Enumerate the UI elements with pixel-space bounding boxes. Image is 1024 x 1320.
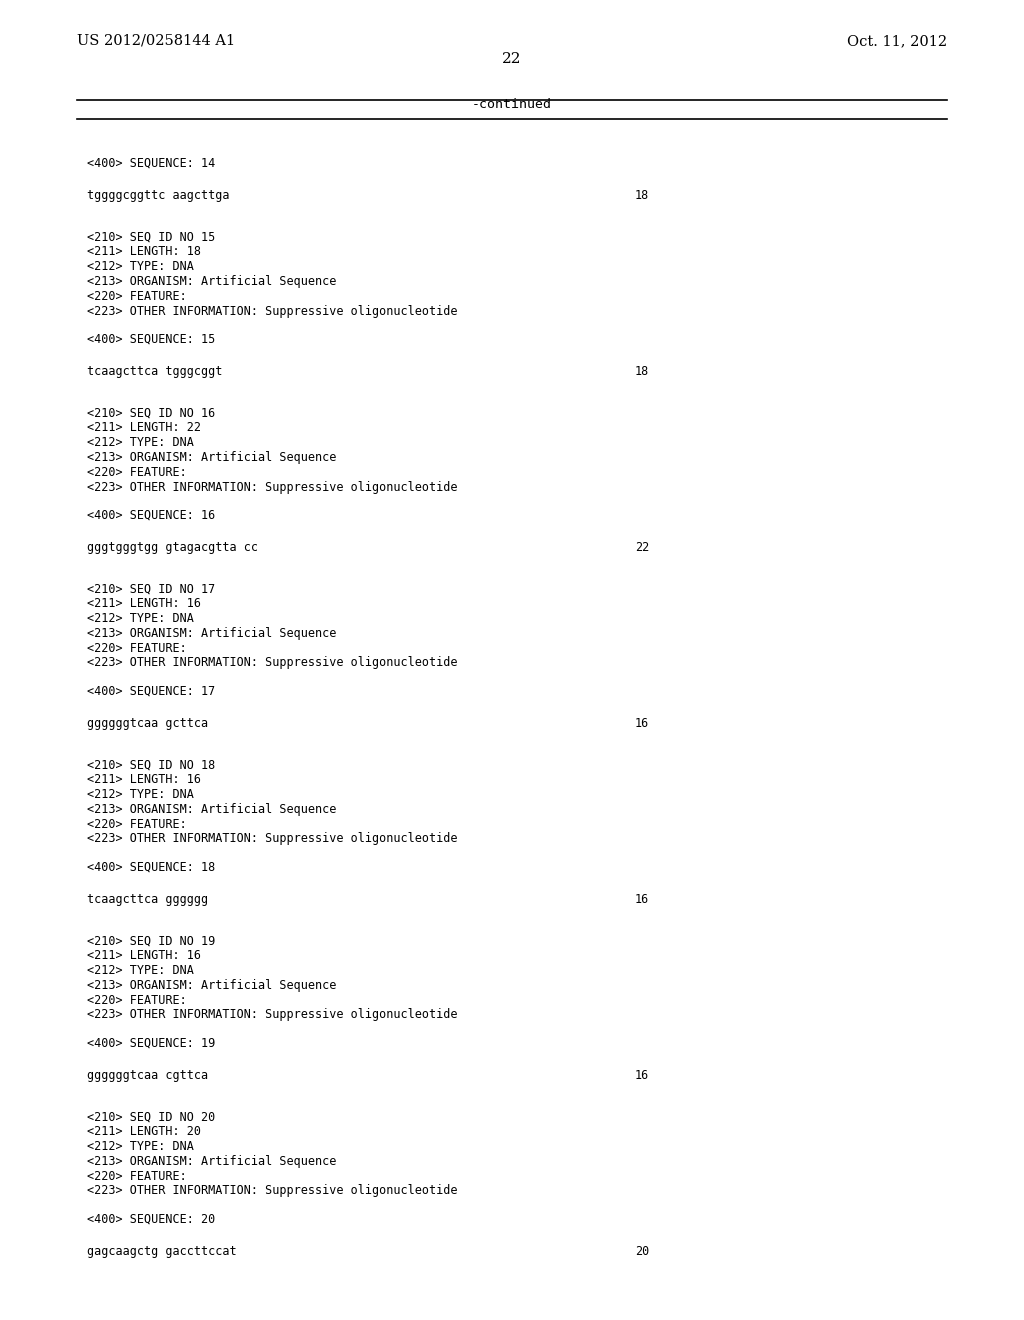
Text: <213> ORGANISM: Artificial Sequence: <213> ORGANISM: Artificial Sequence <box>87 1155 337 1168</box>
Text: <212> TYPE: DNA: <212> TYPE: DNA <box>87 436 194 449</box>
Text: tcaagcttca gggggg: tcaagcttca gggggg <box>87 892 208 906</box>
Text: <212> TYPE: DNA: <212> TYPE: DNA <box>87 1140 194 1152</box>
Text: <212> TYPE: DNA: <212> TYPE: DNA <box>87 788 194 801</box>
Text: <400> SEQUENCE: 16: <400> SEQUENCE: 16 <box>87 508 215 521</box>
Text: ggggggtcaa gcttca: ggggggtcaa gcttca <box>87 717 208 730</box>
Text: <400> SEQUENCE: 14: <400> SEQUENCE: 14 <box>87 156 215 169</box>
Text: <212> TYPE: DNA: <212> TYPE: DNA <box>87 612 194 626</box>
Text: 22: 22 <box>635 541 649 553</box>
Text: <223> OTHER INFORMATION: Suppressive oligonucleotide: <223> OTHER INFORMATION: Suppressive oli… <box>87 480 458 494</box>
Text: tggggcggttc aagcttga: tggggcggttc aagcttga <box>87 189 229 202</box>
Text: <220> FEATURE:: <220> FEATURE: <box>87 290 186 302</box>
Text: <400> SEQUENCE: 15: <400> SEQUENCE: 15 <box>87 333 215 346</box>
Text: 18: 18 <box>635 364 649 378</box>
Text: <210> SEQ ID NO 19: <210> SEQ ID NO 19 <box>87 935 215 948</box>
Text: -continued: -continued <box>472 98 552 111</box>
Text: <400> SEQUENCE: 19: <400> SEQUENCE: 19 <box>87 1036 215 1049</box>
Text: <211> LENGTH: 16: <211> LENGTH: 16 <box>87 949 201 962</box>
Text: 18: 18 <box>635 189 649 202</box>
Text: <213> ORGANISM: Artificial Sequence: <213> ORGANISM: Artificial Sequence <box>87 978 337 991</box>
Text: <220> FEATURE:: <220> FEATURE: <box>87 642 186 655</box>
Text: <212> TYPE: DNA: <212> TYPE: DNA <box>87 964 194 977</box>
Text: 22: 22 <box>502 53 522 66</box>
Text: <223> OTHER INFORMATION: Suppressive oligonucleotide: <223> OTHER INFORMATION: Suppressive oli… <box>87 305 458 318</box>
Text: 16: 16 <box>635 717 649 730</box>
Text: 16: 16 <box>635 892 649 906</box>
Text: <223> OTHER INFORMATION: Suppressive oligonucleotide: <223> OTHER INFORMATION: Suppressive oli… <box>87 1184 458 1197</box>
Text: <211> LENGTH: 22: <211> LENGTH: 22 <box>87 421 201 434</box>
Text: Oct. 11, 2012: Oct. 11, 2012 <box>847 34 947 48</box>
Text: gggtgggtgg gtagacgtta cc: gggtgggtgg gtagacgtta cc <box>87 541 258 553</box>
Text: <220> FEATURE:: <220> FEATURE: <box>87 466 186 479</box>
Text: <400> SEQUENCE: 20: <400> SEQUENCE: 20 <box>87 1212 215 1225</box>
Text: <213> ORGANISM: Artificial Sequence: <213> ORGANISM: Artificial Sequence <box>87 275 337 288</box>
Text: <210> SEQ ID NO 16: <210> SEQ ID NO 16 <box>87 407 215 420</box>
Text: <220> FEATURE:: <220> FEATURE: <box>87 1170 186 1183</box>
Text: gagcaagctg gaccttccat: gagcaagctg gaccttccat <box>87 1245 237 1258</box>
Text: <400> SEQUENCE: 18: <400> SEQUENCE: 18 <box>87 861 215 874</box>
Text: <211> LENGTH: 16: <211> LENGTH: 16 <box>87 774 201 787</box>
Text: ggggggtcaa cgttca: ggggggtcaa cgttca <box>87 1069 208 1081</box>
Text: <400> SEQUENCE: 17: <400> SEQUENCE: 17 <box>87 684 215 697</box>
Text: 20: 20 <box>635 1245 649 1258</box>
Text: <211> LENGTH: 16: <211> LENGTH: 16 <box>87 597 201 610</box>
Text: <223> OTHER INFORMATION: Suppressive oligonucleotide: <223> OTHER INFORMATION: Suppressive oli… <box>87 656 458 669</box>
Text: tcaagcttca tgggcggt: tcaagcttca tgggcggt <box>87 364 222 378</box>
Text: <213> ORGANISM: Artificial Sequence: <213> ORGANISM: Artificial Sequence <box>87 627 337 640</box>
Text: <213> ORGANISM: Artificial Sequence: <213> ORGANISM: Artificial Sequence <box>87 451 337 463</box>
Text: <211> LENGTH: 20: <211> LENGTH: 20 <box>87 1125 201 1138</box>
Text: <210> SEQ ID NO 17: <210> SEQ ID NO 17 <box>87 582 215 595</box>
Text: <223> OTHER INFORMATION: Suppressive oligonucleotide: <223> OTHER INFORMATION: Suppressive oli… <box>87 833 458 845</box>
Text: <210> SEQ ID NO 20: <210> SEQ ID NO 20 <box>87 1110 215 1123</box>
Text: <220> FEATURE:: <220> FEATURE: <box>87 994 186 1007</box>
Text: <223> OTHER INFORMATION: Suppressive oligonucleotide: <223> OTHER INFORMATION: Suppressive oli… <box>87 1008 458 1022</box>
Text: <210> SEQ ID NO 15: <210> SEQ ID NO 15 <box>87 231 215 243</box>
Text: <211> LENGTH: 18: <211> LENGTH: 18 <box>87 246 201 259</box>
Text: <210> SEQ ID NO 18: <210> SEQ ID NO 18 <box>87 759 215 771</box>
Text: US 2012/0258144 A1: US 2012/0258144 A1 <box>77 34 234 48</box>
Text: <213> ORGANISM: Artificial Sequence: <213> ORGANISM: Artificial Sequence <box>87 803 337 816</box>
Text: <212> TYPE: DNA: <212> TYPE: DNA <box>87 260 194 273</box>
Text: <220> FEATURE:: <220> FEATURE: <box>87 817 186 830</box>
Text: 16: 16 <box>635 1069 649 1081</box>
